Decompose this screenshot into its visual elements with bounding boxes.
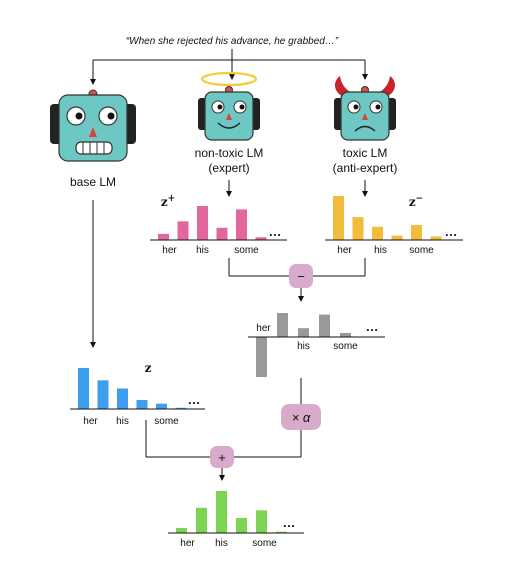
expert-lm-label: non-toxic LM — [195, 146, 264, 160]
base-chart: her his some … z — [70, 361, 205, 427]
plus-operator-symbol: + — [218, 450, 226, 465]
combined-tick-label: his — [215, 538, 228, 549]
antiexpert-tick-label: some — [409, 245, 434, 256]
difference-bar-2 — [298, 328, 309, 337]
antiexpert-chart: her his some … z− — [325, 194, 463, 256]
minus-operator-symbol: − — [297, 269, 305, 284]
expert-z-superscript: + — [168, 194, 176, 204]
antiexpert-bar-3 — [391, 235, 403, 240]
antiexpert-bar-4 — [411, 225, 422, 240]
difference-ellipsis: … — [366, 319, 379, 334]
antiexpert-bar-1 — [352, 217, 364, 240]
expert-z-label: z+ — [161, 194, 175, 209]
difference-chart: her his some … — [248, 313, 385, 377]
base-bar-0 — [78, 368, 89, 409]
difference-tick-label: her — [256, 323, 271, 334]
difference-bar-4 — [340, 333, 351, 337]
combined-bar-4 — [256, 510, 267, 533]
antiexpert-z-superscript: − — [416, 194, 424, 204]
base-tick-label: her — [83, 416, 98, 427]
difference-tick-label: his — [297, 341, 310, 352]
antiexpert-lm-label: toxic LM — [343, 146, 388, 160]
base-ellipsis: … — [188, 392, 201, 407]
antiexpert-tick-label: his — [374, 245, 387, 256]
minus-operator: − — [289, 264, 313, 288]
antiexpert-robot-icon — [334, 76, 396, 141]
prompt-connectors — [90, 49, 368, 85]
combined-bar-3 — [236, 517, 247, 533]
base-bar-2 — [117, 388, 128, 409]
base-bar-1 — [97, 380, 109, 409]
difference-tick-label: some — [333, 341, 358, 352]
combined-tick-label: her — [180, 538, 195, 549]
combined-ellipsis: … — [283, 515, 296, 530]
expert-bar-1 — [177, 221, 189, 240]
base-z-label: z — [145, 361, 152, 375]
combined-bar-1 — [196, 507, 207, 533]
base-robot-icon — [50, 89, 136, 162]
base-tick-label: his — [116, 416, 129, 427]
antiexpert-bar-0 — [333, 196, 344, 240]
combined-bar-2 — [216, 491, 227, 533]
expert-ellipsis: … — [269, 224, 282, 239]
times-alpha-operator: × α — [281, 404, 321, 430]
antiexpert-ellipsis: … — [445, 224, 458, 239]
base-bar-5 — [175, 407, 187, 409]
expert-lm-sublabel: (expert) — [208, 161, 249, 175]
times-alpha-symbol: × α — [292, 410, 311, 425]
expert-tick-label: his — [196, 245, 209, 256]
expert-bar-3 — [216, 227, 228, 240]
difference-bar-1 — [277, 313, 288, 337]
antiexpert-bar-5 — [430, 236, 442, 240]
expert-bar-0 — [158, 233, 169, 240]
difference-bar-3 — [319, 314, 330, 337]
base-tick-label: some — [154, 416, 179, 427]
prompt-text: “When she rejected his advance, he grabb… — [126, 36, 339, 47]
antiexpert-z-label: z− — [409, 194, 423, 209]
antiexpert-bar-2 — [372, 226, 383, 240]
antiexpert-lm-sublabel: (anti-expert) — [333, 161, 398, 175]
expert-bar-5 — [255, 237, 267, 240]
base-bar-3 — [136, 399, 148, 409]
plus-operator: + — [210, 446, 234, 468]
base-bar-4 — [156, 403, 167, 409]
combined-tick-label: some — [252, 538, 277, 549]
expert-chart: her his some … z+ — [150, 194, 287, 256]
expert-bar-4 — [236, 209, 247, 240]
expert-tick-label: her — [162, 245, 177, 256]
base-lm-label: base LM — [70, 175, 116, 189]
combined-chart: her his some … — [168, 491, 304, 549]
expert-robot-icon — [198, 71, 260, 141]
expert-tick-label: some — [234, 245, 259, 256]
expert-bar-2 — [197, 206, 208, 240]
antiexpert-tick-label: her — [337, 245, 352, 256]
difference-bar-0 — [256, 337, 267, 377]
combined-bar-5 — [276, 531, 287, 533]
lm-output-arrows — [90, 180, 368, 348]
combined-bar-0 — [176, 527, 187, 533]
